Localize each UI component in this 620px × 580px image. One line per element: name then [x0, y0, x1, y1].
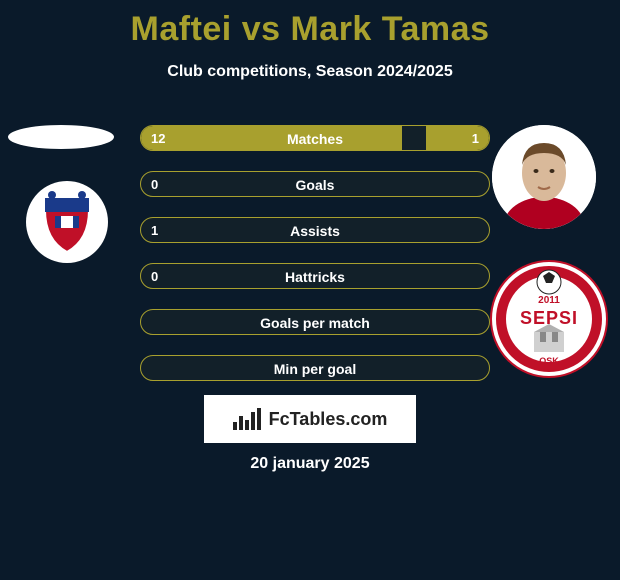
- badge-subtext: OSK: [539, 356, 559, 366]
- stats-bars: 121Matches0Goals1Assists0HattricksGoals …: [140, 125, 490, 381]
- stat-label: Min per goal: [141, 356, 489, 381]
- watermark: FcTables.com: [204, 395, 416, 443]
- stat-value-left: 0: [141, 172, 168, 197]
- badge-year: 2011: [538, 295, 560, 306]
- bar-chart-icon: [233, 408, 263, 430]
- stat-label: Goals per match: [141, 310, 489, 335]
- stat-value-right: 1: [462, 126, 489, 151]
- stat-row: Goals per match: [140, 309, 490, 335]
- player-photo-icon: [492, 125, 596, 229]
- player-right-club-badge: 2011 SEPSI OSK: [490, 260, 608, 378]
- watermark-text: FcTables.com: [269, 409, 388, 430]
- player-left-avatar: [8, 125, 114, 149]
- stat-row: 1Assists: [140, 217, 490, 243]
- stat-label: Assists: [141, 218, 489, 243]
- stat-label: Hattricks: [141, 264, 489, 289]
- player-right-avatar: [492, 125, 596, 229]
- page-title: Maftei vs Mark Tamas: [0, 0, 620, 49]
- stat-label: Goals: [141, 172, 489, 197]
- stat-value-left: 12: [141, 126, 175, 151]
- stat-value-left: 0: [141, 264, 168, 289]
- subtitle: Club competitions, Season 2024/2025: [0, 63, 620, 81]
- stat-fill-left: [141, 126, 402, 150]
- shield-icon: [25, 180, 109, 264]
- stat-row: 0Hattricks: [140, 263, 490, 289]
- stat-row: 0Goals: [140, 171, 490, 197]
- stat-row: 121Matches: [140, 125, 490, 151]
- stat-row: Min per goal: [140, 355, 490, 381]
- date-label: 20 january 2025: [0, 455, 620, 473]
- club-crest-icon: 2011 SEPSI OSK: [490, 260, 608, 378]
- player-left-club-badge: [25, 180, 109, 264]
- stat-value-left: 1: [141, 218, 168, 243]
